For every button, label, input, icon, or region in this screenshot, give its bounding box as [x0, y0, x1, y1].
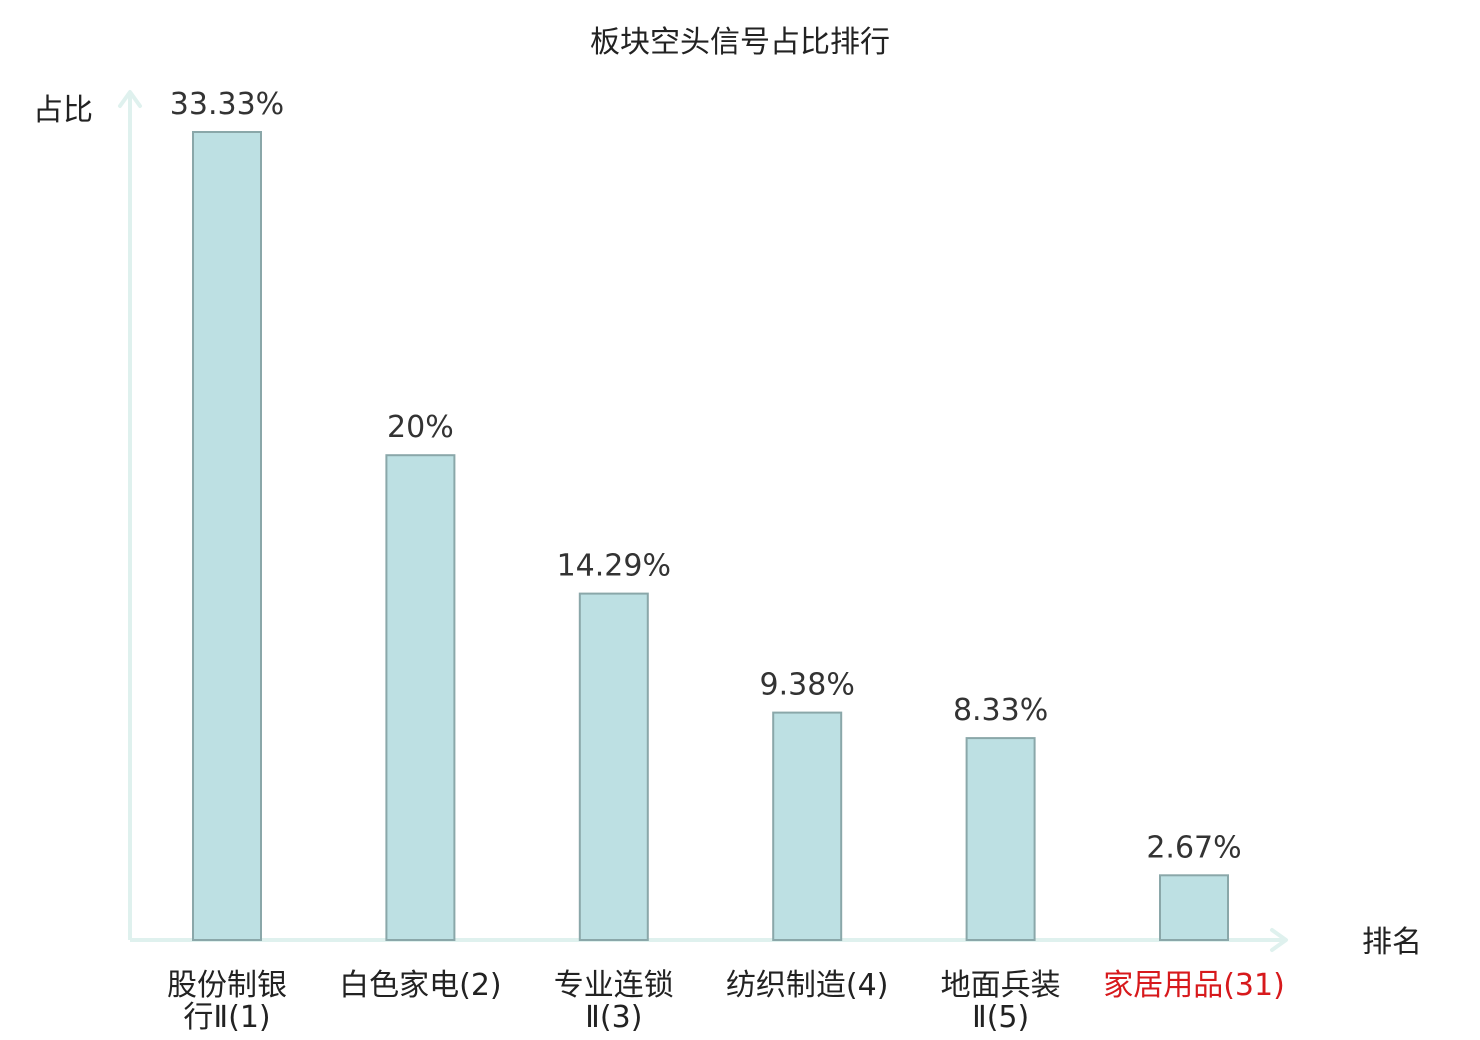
- x-tick-label: 地面兵装 Ⅱ(5): [941, 968, 1061, 1035]
- category-labels: 股份制银行Ⅱ(1) 白色家电(2) 专业连锁 Ⅱ(3) 纺织制造(4) 地面兵装 Ⅱ(5) 家…: [167, 968, 1285, 1035]
- data-label: 14.29%: [557, 549, 671, 584]
- x-tick-label: 家居用品(31): [1103, 968, 1285, 1003]
- bar: [192, 131, 262, 941]
- bars: [192, 131, 1229, 941]
- x-tick-label: 专业连锁 Ⅱ(3): [554, 968, 674, 1035]
- data-label: 9.38%: [760, 668, 855, 703]
- x-tick-label: 白色家电(2): [339, 968, 502, 1003]
- bar: [772, 711, 843, 941]
- data-label: 33.33%: [170, 87, 284, 122]
- x-axis-label: 排名: [1362, 925, 1422, 960]
- x-axis: [130, 928, 1288, 952]
- bar: [578, 592, 649, 941]
- bar: [965, 737, 1036, 941]
- data-label: 20%: [387, 410, 454, 445]
- y-axis-arrow: [118, 90, 142, 108]
- data-label: 8.33%: [953, 693, 1048, 728]
- value-labels: 33.33% 20% 14.29% 9.38% 8.33% 2.67%: [170, 87, 1242, 865]
- data-label: 2.67%: [1146, 830, 1241, 865]
- bar: [385, 454, 456, 941]
- y-axis-label: 占比: [33, 93, 93, 128]
- x-tick-label: 股份制银行Ⅱ(1): [167, 968, 287, 1035]
- x-axis-arrow: [1270, 928, 1288, 952]
- x-tick-label: 纺织制造(4): [726, 968, 889, 1003]
- bar: [1159, 874, 1229, 941]
- chart-title: 板块空头信号占比排行: [590, 25, 890, 60]
- y-axis: [118, 90, 142, 940]
